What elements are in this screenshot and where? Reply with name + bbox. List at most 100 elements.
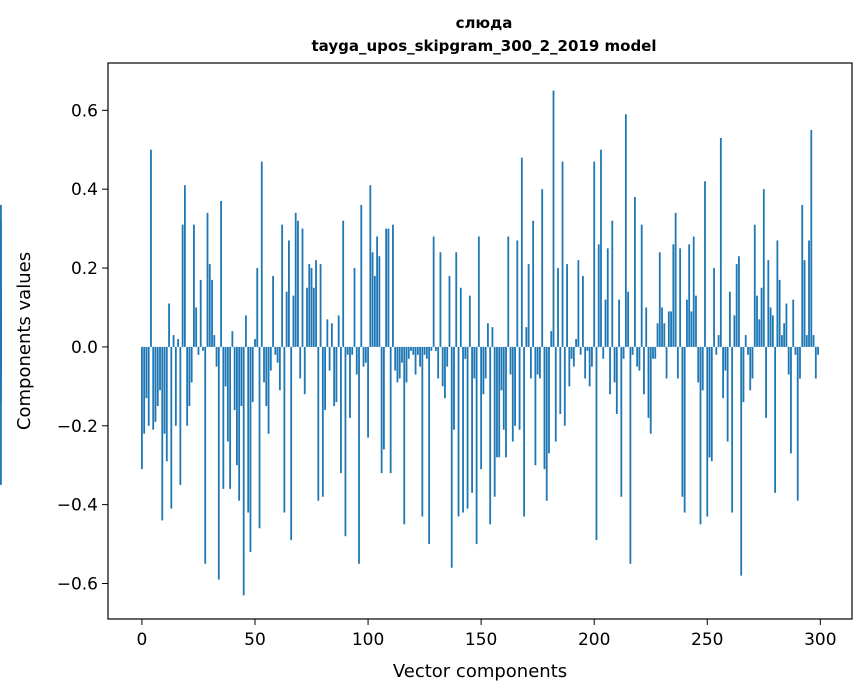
- bar: [337, 315, 340, 347]
- y-tick-label: 0.4: [71, 180, 98, 200]
- bar: [704, 181, 706, 347]
- bar: [561, 161, 564, 347]
- bar: [220, 201, 222, 347]
- bar: [518, 346, 521, 430]
- bar: [154, 346, 157, 422]
- bar: [319, 264, 322, 347]
- y-axis-ticks: −0.6 −0.4 −0.2 0.0 0.2 0.4 0.6: [57, 101, 108, 595]
- bar: [145, 346, 148, 399]
- bar: [199, 279, 202, 347]
- bar: [430, 346, 433, 351]
- bar: [790, 346, 792, 454]
- bar: [274, 346, 277, 355]
- bar: [548, 346, 550, 454]
- bar: [290, 346, 293, 541]
- bar: [441, 346, 444, 387]
- bar: [511, 346, 514, 442]
- bar: [618, 299, 620, 347]
- bar: [581, 275, 584, 347]
- bar: [502, 346, 505, 430]
- bar: [645, 307, 648, 347]
- bar: [604, 299, 607, 347]
- bar: [159, 346, 161, 391]
- bar: [615, 346, 618, 414]
- bar: [710, 346, 713, 462]
- bar: [728, 291, 731, 347]
- bar: [455, 252, 458, 347]
- bar: [423, 346, 426, 355]
- bar: [360, 204, 363, 347]
- bar: [410, 346, 412, 351]
- bar: [459, 287, 462, 347]
- y-tick-label: 0.6: [71, 101, 98, 121]
- bar: [256, 268, 259, 347]
- bar: [283, 346, 286, 513]
- bar: [726, 346, 729, 442]
- bar: [563, 346, 566, 426]
- bar: [532, 220, 535, 347]
- bar: [670, 311, 672, 347]
- bar: [231, 331, 234, 347]
- bar: [622, 346, 625, 359]
- bar: [403, 346, 406, 525]
- bar: [247, 346, 250, 513]
- bar: [491, 327, 494, 347]
- bar: [364, 346, 367, 363]
- bar: [389, 346, 392, 474]
- bar: [0, 346, 2, 485]
- x-tick-label: 50: [244, 630, 266, 650]
- bar: [147, 346, 150, 426]
- bar: [744, 335, 747, 347]
- bar: [405, 346, 408, 383]
- bar: [593, 161, 596, 347]
- bar: [242, 346, 245, 596]
- bar: [421, 346, 424, 517]
- x-tick-label: 0: [137, 630, 148, 650]
- bar: [794, 346, 797, 355]
- bar: [498, 346, 501, 458]
- bar: [161, 346, 164, 521]
- bar: [401, 346, 403, 363]
- bar: [817, 346, 819, 355]
- bar: [550, 331, 553, 347]
- bar: [174, 346, 177, 426]
- bar: [613, 346, 616, 383]
- bar: [652, 346, 654, 359]
- bar: [416, 346, 419, 355]
- bar: [156, 346, 159, 407]
- bar: [190, 346, 193, 383]
- bar: [297, 220, 299, 347]
- bar: [312, 287, 315, 347]
- bar: [751, 346, 754, 379]
- bar: [281, 224, 284, 347]
- bar: [812, 335, 815, 347]
- bar-series: [0, 90, 819, 596]
- bar: [801, 204, 804, 347]
- bar: [640, 224, 643, 347]
- bar: [285, 291, 288, 347]
- bar: [575, 339, 578, 347]
- bar: [179, 346, 182, 485]
- bar: [412, 346, 415, 355]
- bar: [344, 346, 347, 537]
- bar: [643, 346, 645, 395]
- bar: [686, 299, 688, 347]
- bar: [0, 346, 2, 383]
- bar: [301, 228, 304, 347]
- bar: [448, 275, 451, 347]
- bar: [435, 346, 437, 351]
- bar: [588, 346, 591, 387]
- bar: [509, 346, 512, 375]
- bar: [0, 204, 2, 347]
- bar: [557, 268, 559, 347]
- bar: [527, 264, 530, 347]
- bar: [722, 346, 725, 399]
- bar: [697, 346, 700, 383]
- bar: [629, 346, 632, 564]
- bar: [787, 346, 790, 375]
- bar: [233, 346, 236, 410]
- bar: [634, 197, 636, 347]
- bar: [163, 346, 166, 434]
- bar: [407, 346, 410, 359]
- bar: [292, 295, 295, 347]
